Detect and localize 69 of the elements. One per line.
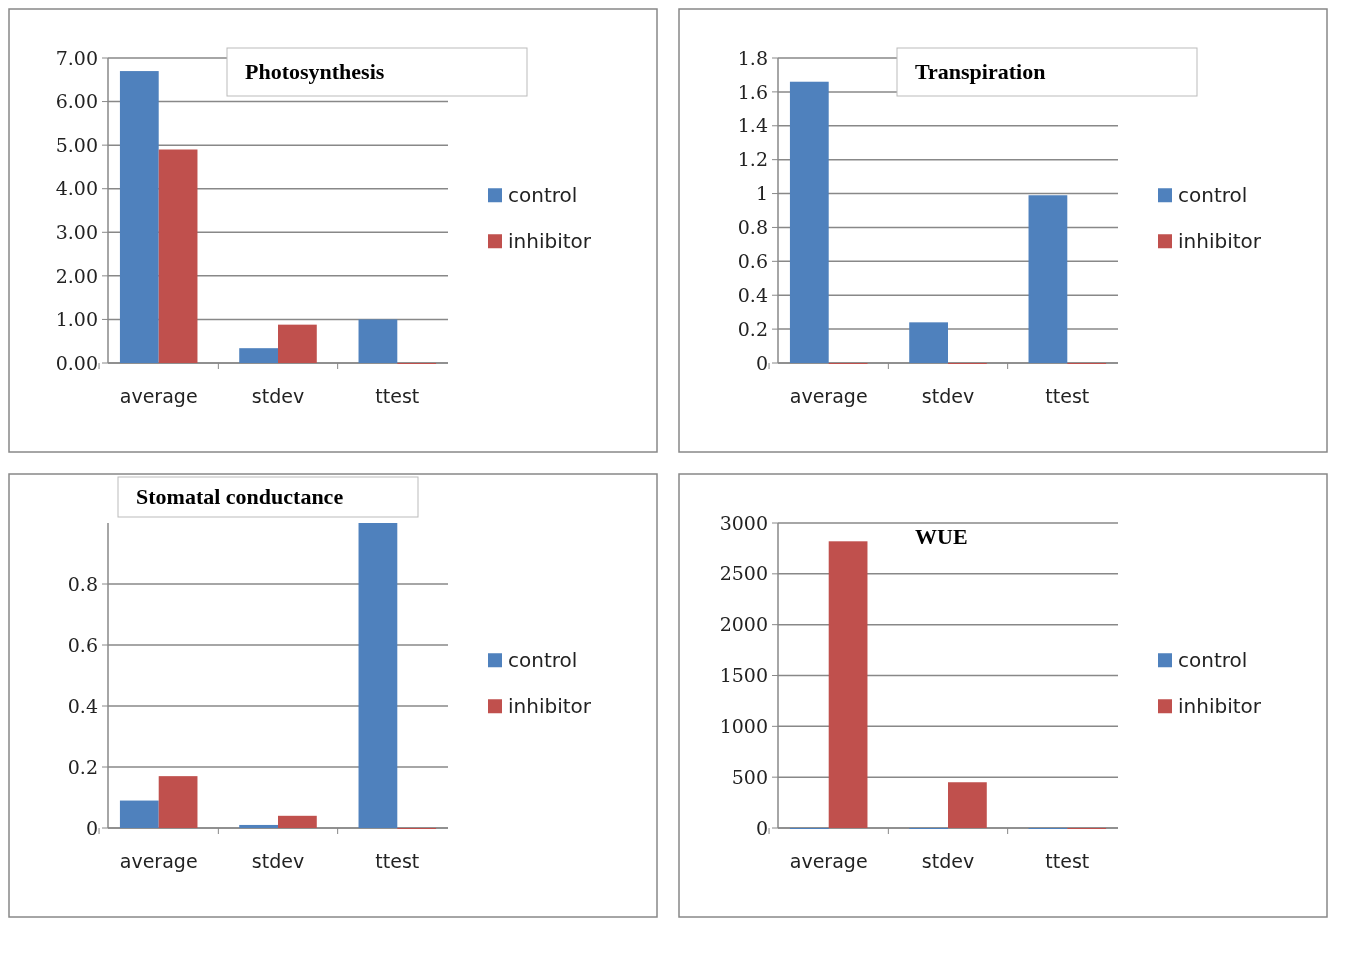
bar	[278, 815, 317, 828]
bar	[158, 149, 198, 363]
x-tick-label: stdev	[921, 850, 975, 872]
y-tick-label: 0.6	[67, 633, 98, 656]
bar	[239, 348, 278, 363]
bar	[119, 71, 159, 363]
bar	[828, 541, 868, 828]
y-tick-label: 4.00	[55, 177, 98, 200]
y-tick-label: 6.00	[55, 90, 98, 113]
x-tick-label: average	[789, 850, 868, 872]
y-tick-label: 0.2	[67, 755, 98, 778]
legend-label: inhibitor	[508, 694, 592, 719]
y-tick-label: 3.00	[55, 220, 98, 243]
chart-title: Transpiration	[915, 59, 1046, 84]
y-tick-label: 0.00	[55, 351, 98, 374]
y-tick-label: 5.00	[55, 133, 98, 156]
bar	[278, 324, 317, 363]
legend-label: inhibitor	[508, 229, 592, 254]
legend-label: control	[508, 648, 578, 673]
legend-label: control	[1178, 183, 1248, 208]
chart-title: Photosynthesis	[245, 59, 385, 84]
x-tick-label: stdev	[251, 850, 305, 872]
y-tick-label: 1.6	[737, 80, 768, 103]
bar	[948, 782, 987, 828]
y-tick-label: 1.00	[55, 308, 98, 331]
y-tick-label: 3000	[719, 511, 768, 534]
y-tick-label: 1	[755, 182, 768, 205]
bar	[358, 319, 398, 363]
bar	[1028, 195, 1068, 363]
y-tick-label: 2000	[719, 613, 768, 636]
bar	[909, 322, 948, 363]
y-tick-label: 0.8	[737, 216, 768, 239]
y-tick-label: 0.6	[737, 249, 768, 272]
x-tick-label: ttest	[1045, 850, 1090, 872]
x-tick-label: average	[119, 850, 198, 872]
y-tick-label: 1500	[719, 664, 768, 687]
y-tick-label: 0.4	[737, 283, 768, 306]
y-tick-label: 1000	[719, 714, 768, 737]
x-tick-label: average	[119, 385, 198, 407]
y-tick-label: 1.8	[737, 46, 768, 69]
bar	[119, 800, 159, 828]
y-tick-label: 0.4	[67, 694, 98, 717]
y-tick-label: 2500	[719, 562, 768, 585]
chart-title: WUE	[915, 524, 968, 549]
chart-title: Stomatal conductance	[136, 484, 344, 509]
legend-label: inhibitor	[1178, 694, 1262, 719]
x-tick-label: stdev	[921, 385, 975, 407]
y-tick-label: 0.2	[737, 317, 768, 340]
y-tick-label: 0	[85, 816, 98, 839]
y-tick-label: 2.00	[55, 264, 98, 287]
bar	[239, 824, 278, 828]
bar	[358, 523, 398, 828]
y-tick-label: 1.4	[737, 114, 768, 137]
legend-label: inhibitor	[1178, 229, 1262, 254]
legend-label: control	[1178, 648, 1248, 673]
y-tick-label: 0	[755, 816, 768, 839]
x-tick-label: ttest	[375, 850, 420, 872]
y-tick-label: 1.2	[737, 148, 768, 171]
bar	[158, 776, 198, 828]
y-tick-label: 0	[755, 351, 768, 374]
y-tick-label: 0.8	[67, 572, 98, 595]
y-tick-label: 7.00	[55, 46, 98, 69]
x-tick-label: ttest	[1045, 385, 1090, 407]
y-tick-label: 500	[731, 765, 768, 788]
legend-label: control	[508, 183, 578, 208]
x-tick-label: average	[789, 385, 868, 407]
x-tick-label: ttest	[375, 385, 420, 407]
bar	[789, 81, 829, 363]
x-tick-label: stdev	[251, 385, 305, 407]
